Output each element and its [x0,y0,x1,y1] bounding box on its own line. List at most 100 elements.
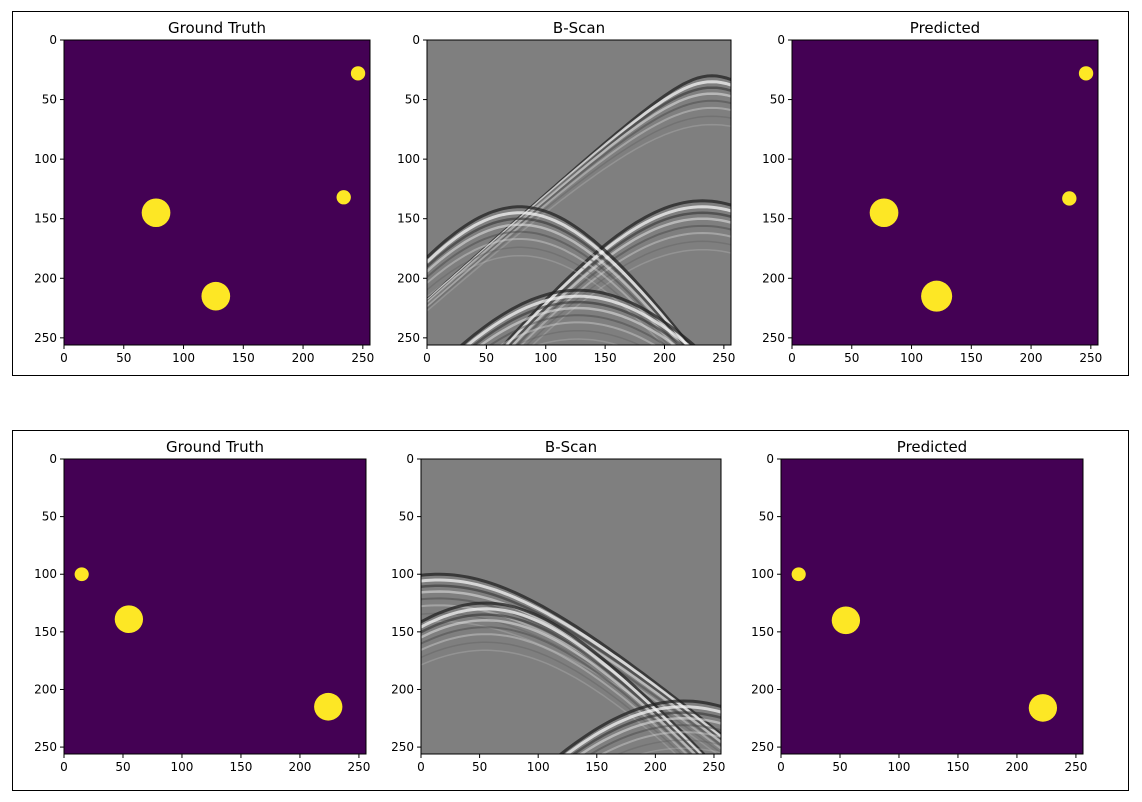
y-tick-label: 200 [751,682,774,696]
target-blob-1 [350,66,366,81]
x-tick-label: 200 [1005,760,1028,774]
plot-area [792,40,1098,345]
x-tick-label: 100 [172,351,195,365]
x-tick-label: 0 [777,760,785,774]
x-tick-label: 150 [232,351,255,365]
y-tick-label: 150 [34,212,57,226]
x-tick-label: 100 [171,760,194,774]
y-tick-label: 0 [49,33,57,47]
reflection-hyperbola-4 [459,288,697,345]
x-tick-label: 250 [351,351,374,365]
target-blob-1 [1078,66,1094,81]
y-tick-label: 250 [751,740,774,754]
y-tick-label: 250 [34,331,57,345]
axes-frame [791,39,1099,346]
plot-area [427,40,731,345]
y-tick-label: 0 [412,33,420,47]
plot-area [421,459,721,754]
y-tick-label: 50 [405,93,420,107]
x-tick-label: 200 [292,351,315,365]
y-tick-label: 250 [397,331,420,345]
axes-frame [780,458,1084,755]
axes-frame [63,458,367,755]
y-tick-label: 200 [762,271,785,285]
y-tick-label: 100 [34,567,57,581]
x-tick-label: 200 [644,760,667,774]
y-tick-label: 200 [391,682,414,696]
target-blob-2 [1062,191,1077,206]
subplot-title: Ground Truth [166,438,264,456]
target-blob-3 [1028,694,1058,722]
subplot-title: Predicted [910,19,980,37]
y-tick-label: 150 [751,625,774,639]
x-tick-label: 50 [115,760,130,774]
y-tick-label: 0 [49,452,57,466]
x-tick-label: 0 [60,760,68,774]
y-tick-label: 100 [751,567,774,581]
x-tick-label: 0 [423,351,431,365]
target-blob-3 [869,198,899,228]
y-tick-label: 100 [391,567,414,581]
x-tick-label: 50 [116,351,131,365]
x-tick-label: 50 [844,351,859,365]
x-tick-label: 200 [288,760,311,774]
y-tick-label: 0 [777,33,785,47]
y-tick-label: 150 [34,625,57,639]
target-blob-1 [791,567,806,582]
reflection-hyperbola-3 [558,699,721,754]
y-tick-label: 250 [762,331,785,345]
subplot-title: Ground Truth [168,19,266,37]
x-tick-label: 100 [888,760,911,774]
y-tick-label: 150 [762,212,785,226]
reflection-hyperbola-1 [427,74,731,312]
target-blob-2 [336,190,351,205]
x-tick-label: 50 [832,760,847,774]
target-blob-3 [314,692,343,721]
y-tick-label: 0 [766,452,774,466]
x-tick-label: 100 [527,760,550,774]
x-tick-label: 50 [472,760,487,774]
x-tick-label: 0 [788,351,796,365]
x-tick-label: 150 [947,760,970,774]
x-tick-label: 250 [347,760,370,774]
axes-frame [420,458,722,755]
plot-area [781,459,1083,754]
target-blob-2 [114,605,144,634]
x-tick-label: 100 [534,351,557,365]
y-tick-label: 100 [397,152,420,166]
plot-area [64,459,366,754]
y-tick-label: 0 [406,452,414,466]
y-tick-label: 150 [391,625,414,639]
plot-area [64,40,370,345]
y-tick-label: 50 [42,510,57,524]
y-tick-label: 250 [391,740,414,754]
x-tick-label: 0 [417,760,425,774]
y-tick-label: 50 [759,510,774,524]
subplot-title: B-Scan [545,438,597,456]
target-blob-4 [921,280,953,312]
y-tick-label: 100 [34,152,57,166]
target-blob-3 [141,198,171,228]
y-tick-label: 150 [397,212,420,226]
x-tick-label: 150 [594,351,617,365]
subplot-title: B-Scan [553,19,605,37]
axes-frame [426,39,732,346]
x-tick-label: 250 [1079,351,1102,365]
target-blob-4 [201,281,231,311]
axes-frame [63,39,371,346]
y-tick-label: 50 [42,93,57,107]
x-tick-label: 0 [60,351,68,365]
y-tick-label: 50 [399,510,414,524]
bscan-background [427,40,731,345]
y-tick-label: 200 [34,682,57,696]
x-tick-label: 250 [1064,760,1087,774]
y-tick-label: 100 [762,152,785,166]
target-blob-1 [74,567,89,582]
